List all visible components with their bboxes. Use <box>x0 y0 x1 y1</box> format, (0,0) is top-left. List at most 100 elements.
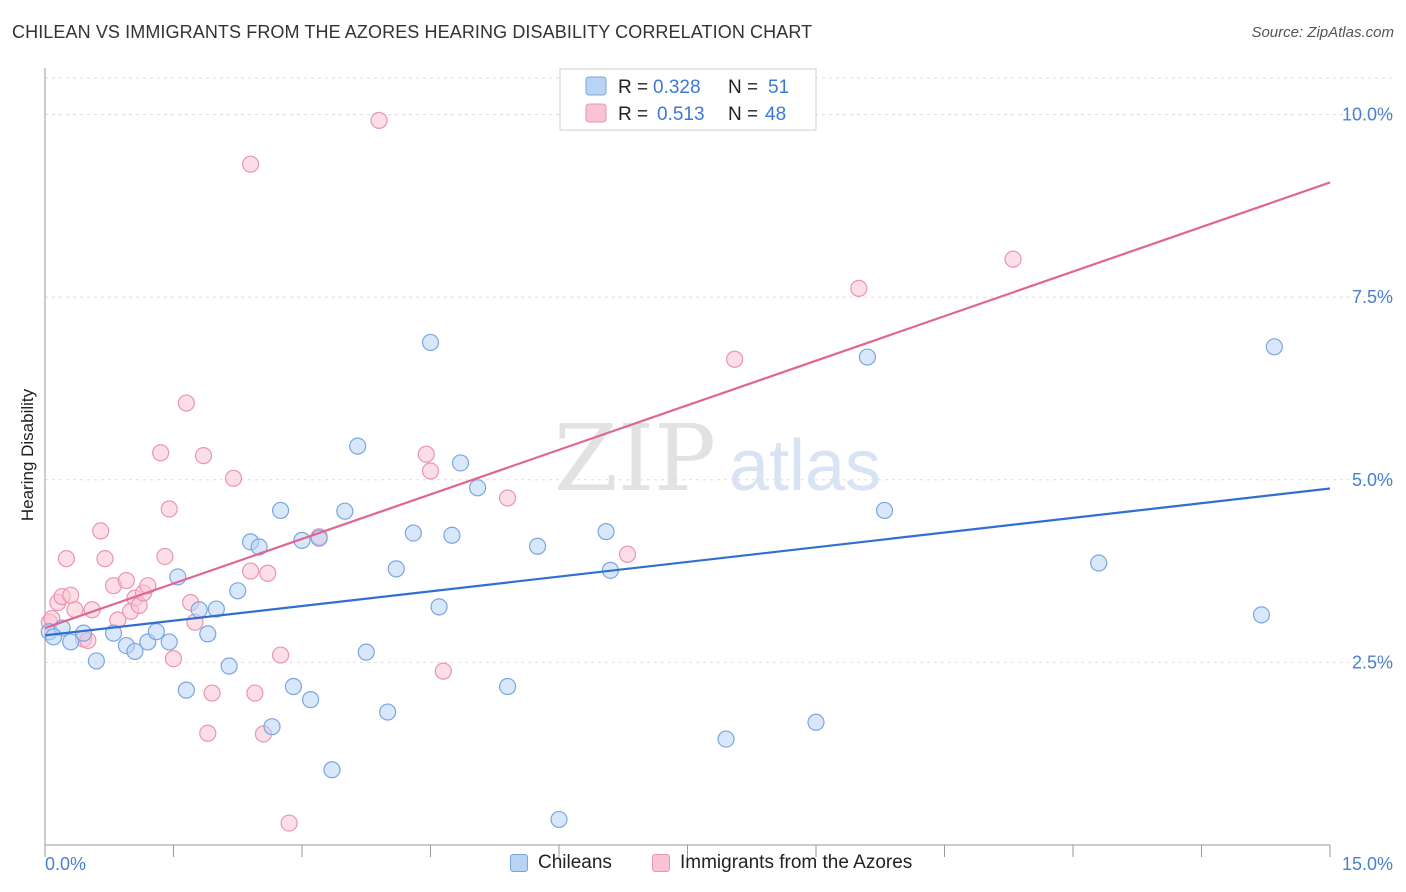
chileans-point <box>807 713 825 731</box>
chileans-point <box>87 652 106 670</box>
chileans-point <box>199 625 217 643</box>
chileans-point <box>263 718 281 736</box>
azores-point <box>194 447 213 465</box>
chileans-point <box>323 761 341 779</box>
chileans-point <box>597 523 615 541</box>
chileans-point <box>1265 338 1283 356</box>
azores-point <box>156 547 174 566</box>
chileans-point <box>387 560 405 578</box>
chileans-point <box>250 538 268 556</box>
chileans-point <box>858 348 877 366</box>
azores-point <box>57 550 76 568</box>
azores-point <box>224 469 243 487</box>
chileans-point <box>528 537 547 555</box>
legend-swatch-azores <box>652 854 670 872</box>
azores-point <box>242 155 260 173</box>
legend-r-value: 0.328 <box>653 77 701 98</box>
chileans-point <box>177 681 195 699</box>
chileans-point <box>160 633 178 651</box>
series-chileans-points <box>40 333 1283 829</box>
azores-point <box>242 562 260 580</box>
azores-point <box>246 684 264 702</box>
chileans-point <box>404 524 422 542</box>
chileans-point <box>220 657 238 675</box>
legend-label-chileans: Chileans <box>538 852 612 873</box>
chileans-point <box>301 691 320 709</box>
chileans-point <box>379 703 397 721</box>
legend-swatch-chileans <box>510 854 528 872</box>
azores-point <box>726 350 744 368</box>
watermark-atlas: atlas <box>729 426 881 506</box>
legend-item-chileans: Chileans <box>510 852 612 874</box>
chileans-trend-line <box>44 487 1331 637</box>
y-tick-label: 7.5% <box>1352 287 1393 307</box>
x-tick-label: 0.0% <box>45 854 86 874</box>
chileans-point <box>229 582 247 600</box>
azores-trend-line <box>44 181 1331 630</box>
chileans-point <box>104 624 123 642</box>
azores-point <box>203 684 221 702</box>
chileans-point <box>430 598 448 616</box>
legend-item-azores: Immigrants from the Azores <box>652 852 912 874</box>
chileans-point <box>499 677 517 696</box>
legend-swatch-azores <box>585 103 607 123</box>
azores-point <box>618 545 637 563</box>
azores-point <box>96 550 114 568</box>
azores-point <box>434 662 452 680</box>
azores-point <box>92 522 110 540</box>
legend-n-label: N = <box>728 104 758 125</box>
chileans-point <box>443 526 461 544</box>
azores-point <box>160 500 178 518</box>
chileans-point <box>207 600 225 618</box>
azores-point <box>164 650 183 668</box>
chileans-point <box>126 642 144 661</box>
chileans-point <box>1090 554 1108 572</box>
chileans-point <box>147 623 165 641</box>
azores-point <box>499 489 517 507</box>
legend-swatch-chileans <box>585 76 607 96</box>
x-tick-label: 15.0% <box>1342 854 1393 874</box>
chileans-point <box>271 501 290 520</box>
chileans-point <box>284 677 303 696</box>
chileans-point <box>336 502 354 520</box>
azores-point <box>421 462 440 480</box>
legend-n-label: N = <box>728 77 758 98</box>
chileans-point <box>421 333 440 352</box>
chileans-point <box>62 633 80 651</box>
chileans-point <box>717 730 735 748</box>
chileans-point <box>550 810 568 829</box>
chileans-point <box>451 454 470 472</box>
series-azores-points <box>40 111 1022 832</box>
chileans-point <box>190 601 208 619</box>
chileans-point <box>44 628 63 646</box>
chart-title: CHILEAN VS IMMIGRANTS FROM THE AZORES HE… <box>12 22 813 42</box>
azores-point <box>62 586 80 604</box>
azores-point <box>259 564 277 582</box>
azores-point <box>152 444 170 462</box>
watermark-zip: ZIP <box>554 405 716 512</box>
legend-n-value: 48 <box>765 104 786 125</box>
chileans-point <box>349 437 367 455</box>
azores-point <box>1004 250 1022 268</box>
chileans-point <box>1252 606 1271 624</box>
chileans-point <box>357 643 375 661</box>
azores-point <box>117 571 135 590</box>
legend-n-value: 51 <box>768 77 789 98</box>
legend-top: R = 0.328 N = 51 R = 0.513 N = 48 <box>559 68 817 131</box>
y-tick-label: 2.5% <box>1352 652 1393 672</box>
tick-labels: 2.5% 5.0% 7.5% 10.0% 0.0% 15.0% <box>45 105 1393 874</box>
axes <box>44 68 1331 857</box>
azores-point <box>139 577 157 595</box>
chileans-point <box>74 624 93 642</box>
watermark: ZIP atlas <box>554 405 881 512</box>
chileans-point <box>469 479 487 497</box>
azores-point <box>199 724 217 742</box>
y-tick-label: 5.0% <box>1352 470 1393 490</box>
legend-r-value: 0.513 <box>657 104 705 125</box>
azores-point <box>850 279 868 297</box>
y-tick-label: 10.0% <box>1342 105 1393 125</box>
azores-point <box>177 394 195 412</box>
azores-point <box>271 646 290 664</box>
trend-lines <box>44 181 1331 637</box>
